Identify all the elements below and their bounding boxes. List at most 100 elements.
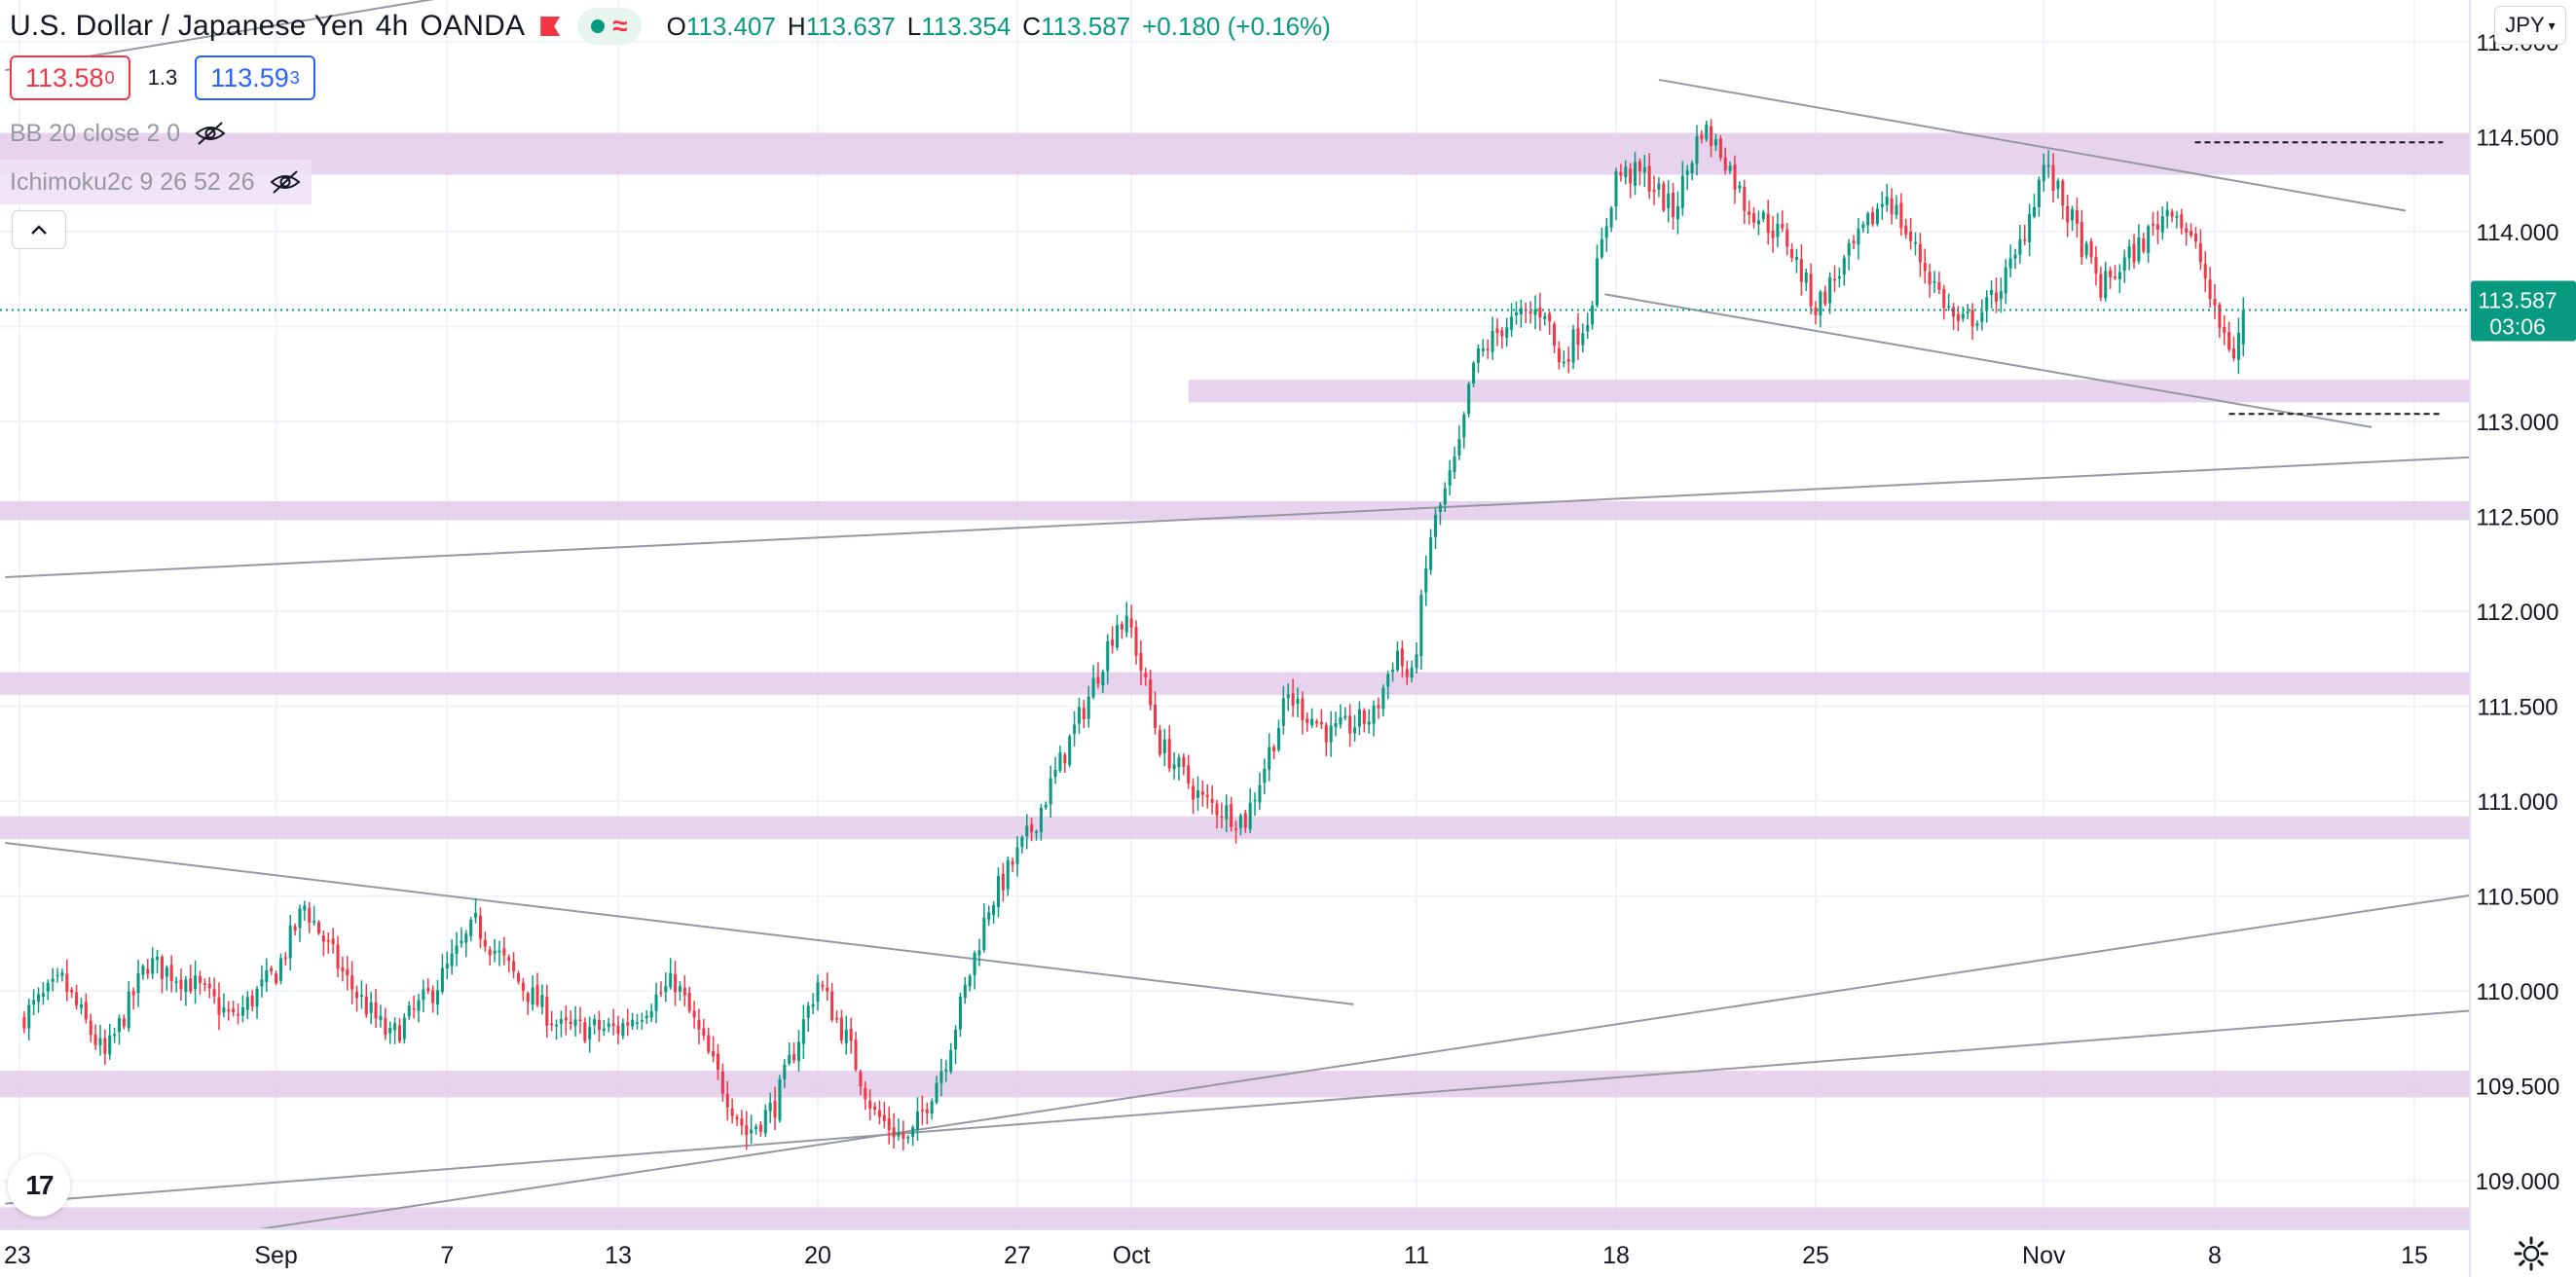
price-tick-label: 112.000	[2477, 600, 2559, 626]
candle-body	[2056, 180, 2060, 189]
sr-zone[interactable]	[0, 1071, 2469, 1098]
candle-body	[194, 975, 198, 990]
candle-body	[1647, 165, 1651, 192]
candle-body	[854, 1040, 858, 1071]
candle-body	[2170, 211, 2174, 217]
sr-zone[interactable]	[1188, 380, 2469, 403]
sr-zone[interactable]	[0, 132, 2469, 175]
candle-body	[426, 988, 430, 992]
candle-body	[1410, 667, 1414, 678]
candle-body	[2037, 179, 2041, 207]
sell-button[interactable]: 113.58 0	[10, 55, 130, 100]
interval-label[interactable]: 4h	[375, 10, 409, 42]
candle-body	[1472, 362, 1476, 383]
candle-body	[987, 912, 991, 920]
candle-body	[811, 1003, 815, 1007]
candle-body	[768, 1102, 772, 1112]
candle-body	[1324, 725, 1328, 743]
candle-body	[1291, 693, 1295, 707]
sr-zone[interactable]	[0, 816, 2469, 840]
trendlines[interactable]	[5, 0, 2503, 1235]
market-status-pill[interactable]: ≈	[577, 8, 642, 45]
candle-body	[788, 1054, 791, 1064]
price-tick-label: 114.000	[2477, 220, 2559, 246]
sr-zone[interactable]	[0, 672, 2469, 695]
candle-body	[977, 950, 981, 956]
trendline[interactable]	[5, 455, 2503, 578]
candle-body	[136, 973, 140, 994]
trendline[interactable]	[5, 842, 1354, 1005]
candle-body	[526, 993, 530, 1003]
candle-body	[1614, 170, 1618, 206]
candle-body	[1723, 157, 1727, 170]
candle-body	[1728, 165, 1732, 171]
trendline[interactable]	[227, 889, 2503, 1235]
candle-body	[1205, 794, 1209, 798]
candle-body	[298, 908, 302, 929]
candle-body	[240, 1006, 244, 1016]
candle-body	[740, 1118, 744, 1126]
bollinger-bands-indicator[interactable]: BB 20 close 2 0	[0, 112, 237, 155]
candle-body	[232, 1008, 236, 1013]
candle-body	[545, 996, 549, 1026]
sr-zone[interactable]	[0, 1207, 2469, 1228]
candle-body	[141, 966, 145, 975]
buy-button[interactable]: 113.59 3	[195, 55, 315, 100]
trendline[interactable]	[5, 0, 1034, 72]
candle-body	[1225, 805, 1229, 820]
sr-zone[interactable]	[0, 500, 2469, 521]
candle-body	[1675, 205, 1679, 220]
chart-grid	[0, 0, 2469, 1228]
candle-body	[174, 981, 178, 983]
candle-body	[2084, 243, 2088, 256]
candle-body	[911, 1127, 915, 1137]
candle-body	[146, 968, 150, 974]
price-axis[interactable]: 109.000 109.500 110.000 110.500 111.000 111.5…	[2469, 0, 2576, 1277]
candle-body	[1124, 615, 1128, 633]
candle-body	[1913, 241, 1918, 244]
trendline[interactable]	[5, 1006, 2503, 1205]
candle-body	[1234, 828, 1238, 830]
candle-body	[1011, 861, 1014, 865]
candle-body	[1743, 187, 1747, 211]
candle-body	[1063, 754, 1067, 764]
candle-body	[697, 1020, 701, 1030]
candle-body	[2122, 257, 2126, 271]
gear-icon[interactable]	[2512, 1234, 2551, 1273]
eye-hidden-icon[interactable]	[194, 121, 227, 146]
candle-body	[1600, 238, 1603, 258]
candle-body	[944, 1069, 948, 1072]
currency-selector[interactable]: JPY ▾	[2494, 6, 2566, 45]
candle-body	[1667, 193, 1671, 208]
candle-body	[151, 958, 155, 974]
trendline[interactable]	[1604, 293, 2373, 428]
collapse-legend-button[interactable]	[12, 210, 66, 249]
candle-body	[796, 1041, 800, 1061]
candle-body	[2004, 267, 2007, 294]
candle-body	[636, 1022, 640, 1024]
time-axis[interactable]: 23 Sep 7 13 20 27 Oct 11 18 25 Nov 8 15	[0, 1228, 2469, 1277]
candle-body	[1276, 728, 1280, 750]
candle-body	[1652, 190, 1656, 193]
candle-body	[355, 992, 359, 999]
trendline[interactable]	[1658, 78, 2407, 212]
flag-icon[interactable]	[538, 15, 562, 38]
candle-body	[621, 1023, 625, 1037]
candle-body	[1086, 696, 1090, 719]
symbol-title[interactable]: U.S. Dollar / Japanese Yen	[10, 10, 364, 42]
candle-body	[2160, 216, 2164, 233]
candle-body	[640, 1020, 644, 1022]
candle-body	[212, 989, 216, 997]
candle-body	[1495, 328, 1499, 334]
dashed-levels[interactable]	[2194, 141, 2444, 416]
time-tick-label: 7	[440, 1242, 454, 1269]
ichimoku-indicator[interactable]: Ichimoku2c 9 26 52 26	[0, 160, 312, 204]
candle-body	[1672, 192, 1675, 218]
tradingview-logo[interactable]: 17	[8, 1154, 70, 1217]
candle-body	[1895, 204, 1898, 215]
candle-body	[160, 956, 164, 979]
eye-hidden-icon[interactable]	[269, 169, 302, 195]
change-value: +0.180 (+0.16%)	[1142, 11, 1331, 41]
candle-body	[1192, 785, 1196, 800]
